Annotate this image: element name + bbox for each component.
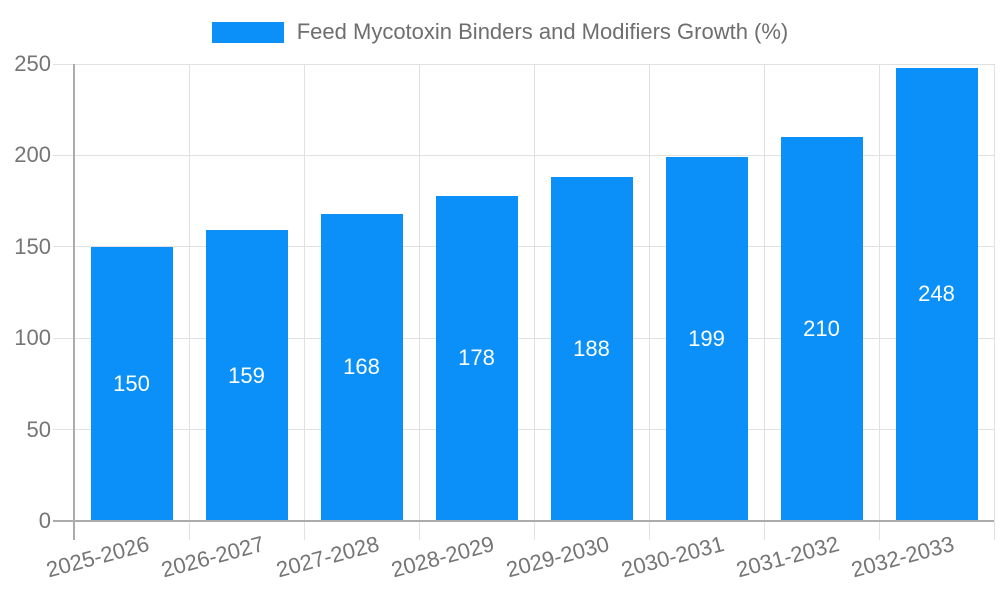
- bar-value-label: 178: [458, 345, 495, 371]
- x-axis-tick-label: 2028-2029: [388, 531, 497, 583]
- gridline-vertical: [418, 64, 420, 540]
- x-axis-tick-label: 2029-2030: [503, 531, 612, 583]
- bar[interactable]: 159: [205, 230, 288, 521]
- bar[interactable]: 248: [895, 67, 978, 521]
- y-axis-line: [73, 64, 75, 540]
- gridline-horizontal: [53, 337, 994, 339]
- gridline-vertical: [303, 64, 305, 540]
- bar[interactable]: 178: [435, 195, 518, 521]
- x-axis-tick-label: 2026-2027: [158, 531, 267, 583]
- gridline-vertical: [763, 64, 765, 540]
- y-axis-tick-label: 50: [26, 416, 51, 442]
- legend-item[interactable]: Feed Mycotoxin Binders and Modifiers Gro…: [211, 19, 789, 45]
- bar[interactable]: 168: [320, 213, 403, 521]
- y-axis-tick-label: 0: [38, 508, 51, 533]
- y-axis-tick-label: 200: [14, 142, 51, 168]
- gridline-vertical: [648, 64, 650, 540]
- bar[interactable]: 199: [665, 157, 748, 521]
- y-axis-tick-label: 100: [14, 325, 51, 351]
- bar-value-label: 150: [113, 370, 150, 396]
- legend-label: Feed Mycotoxin Binders and Modifiers Gro…: [296, 19, 789, 44]
- gridline-horizontal: [53, 429, 994, 431]
- bar[interactable]: 210: [780, 137, 863, 521]
- y-axis-tick-label: 150: [14, 233, 51, 259]
- x-axis-tick-label: 2025-2026: [43, 531, 152, 583]
- bar-value-label: 188: [573, 336, 610, 362]
- legend-marker-swatch: [211, 21, 284, 43]
- gridline-horizontal: [53, 154, 994, 156]
- chart-legend: Feed Mycotoxin Binders and Modifiers Gro…: [0, 19, 1000, 45]
- gridline-horizontal: [53, 246, 994, 248]
- bar-value-label: 199: [688, 326, 725, 352]
- gridline-vertical: [533, 64, 535, 540]
- bar-value-label: 168: [343, 354, 380, 380]
- bar-value-label: 159: [228, 362, 265, 388]
- x-axis-tick-label: 2031-2032: [733, 531, 842, 583]
- gridline-horizontal: [53, 63, 994, 65]
- gridline-vertical: [878, 64, 880, 540]
- x-axis-tick-label: 2027-2028: [273, 531, 382, 583]
- gridline-vertical: [188, 64, 190, 540]
- bar-value-label: 248: [918, 281, 955, 307]
- bar-value-label: 210: [803, 316, 840, 342]
- y-axis-tick-label: 250: [14, 51, 51, 76]
- x-axis-line: [53, 520, 994, 522]
- bar[interactable]: 188: [550, 177, 633, 521]
- gridline-vertical: [993, 64, 995, 540]
- bar[interactable]: 150: [90, 246, 173, 521]
- x-axis-tick-label: 2030-2031: [618, 531, 727, 583]
- x-axis-tick-label: 2032-2033: [848, 531, 957, 583]
